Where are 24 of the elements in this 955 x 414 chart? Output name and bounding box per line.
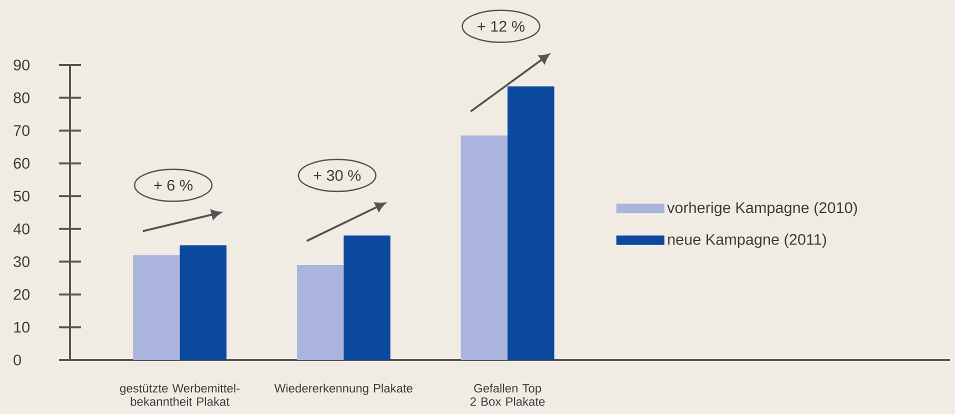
annotation: + 30 % (314, 170, 361, 181)
y-tick-label: 50 (14, 190, 30, 202)
y-tick-label: 40 (13, 223, 30, 234)
y-tick-label: 20 (14, 289, 30, 300)
y-tick-label: 60 (14, 158, 30, 169)
y-tick-label: 70 (14, 125, 30, 136)
bar (133, 255, 180, 360)
x-tick-label: Wiedererkennung Plakate (274, 384, 412, 395)
y-tick-label: 90 (14, 60, 30, 70)
text: + 12 % (478, 20, 525, 32)
y-tick-label: 10 (14, 322, 30, 333)
annotation: + 6 % (154, 180, 193, 191)
bar (460, 135, 508, 360)
y-tick-label: 80 (14, 92, 30, 104)
legend-label: neue Kampagne (2011) (668, 234, 826, 248)
x-tick-label: gestützte Werbemittel-bekanntheit Plakat (120, 384, 240, 406)
y-tick-label: 30 (14, 256, 30, 268)
legend-label: vorherige Kampagne (2010) (667, 202, 857, 216)
bar (344, 235, 390, 360)
bar (508, 86, 554, 360)
x-tick-label: Gefallen Top 2 Box Plakate (470, 384, 545, 406)
y-tick-label: 0 (14, 354, 21, 366)
bar (296, 264, 344, 360)
bar (180, 245, 227, 360)
